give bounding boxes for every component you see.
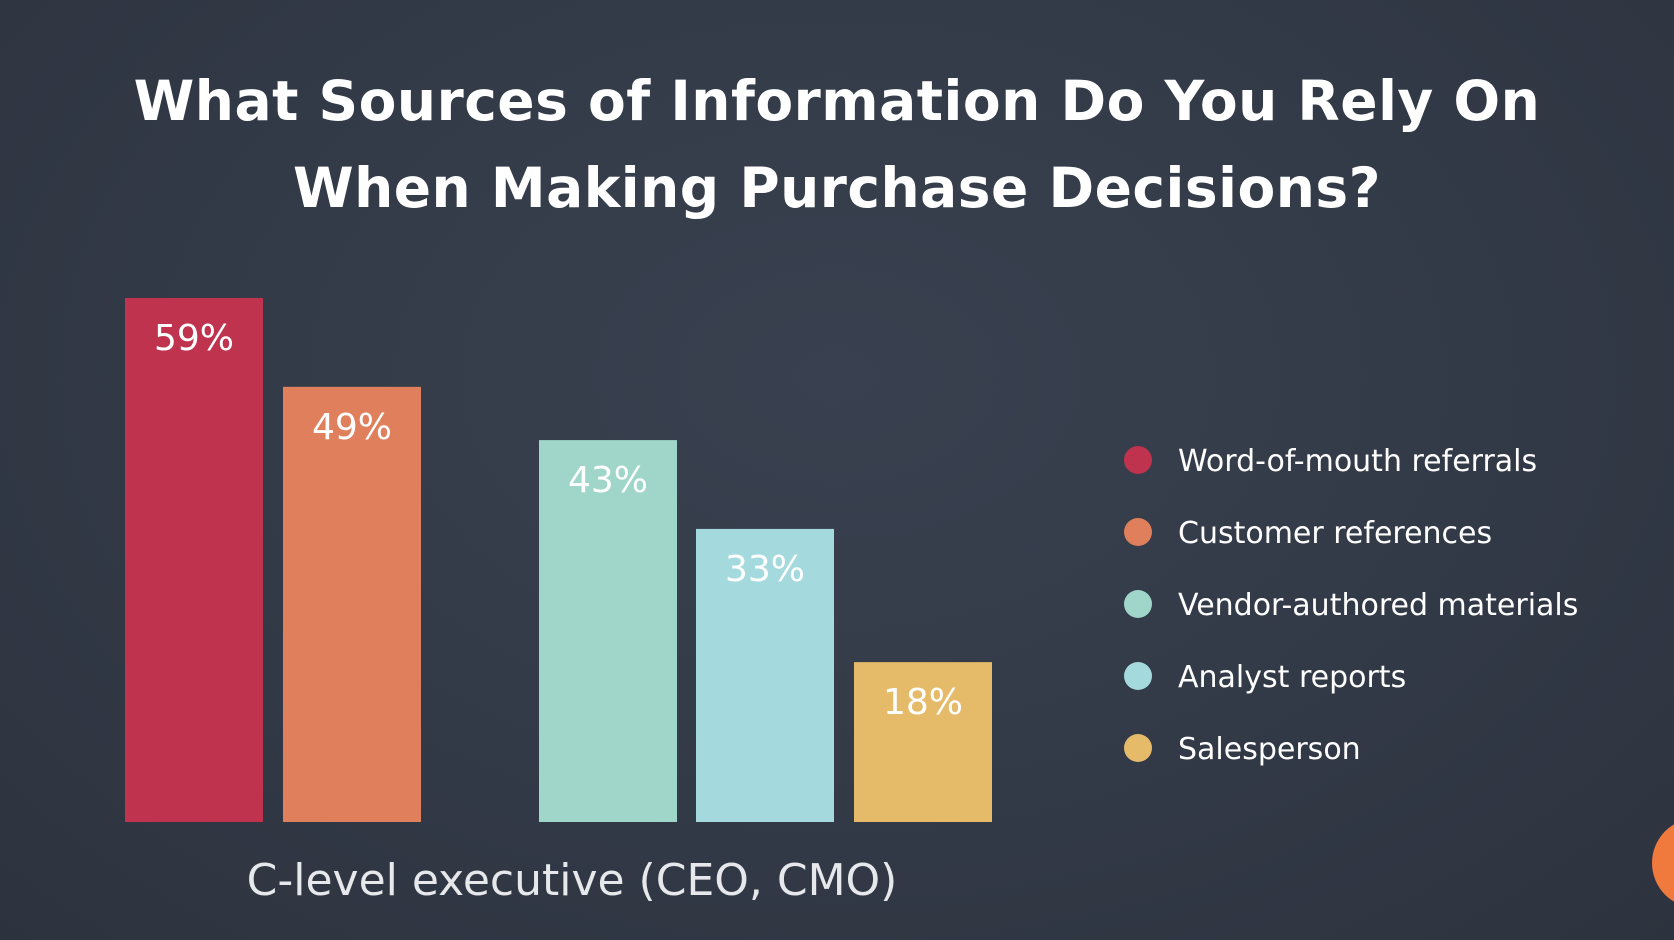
bar-vendor-authored-materials [539, 440, 677, 822]
chart-title-line-2: When Making Purchase Decisions? [292, 156, 1382, 220]
bar-word-of-mouth-referrals [125, 298, 263, 822]
chart-title: What Sources of Information Do You Rely … [0, 58, 1674, 232]
legend-swatch [1124, 590, 1152, 618]
bar-salesperson [854, 662, 992, 822]
category-label: C-level executive (CEO, CMO) [247, 855, 898, 906]
corner-indicator-dot [1652, 818, 1674, 908]
bar-value-label: 49% [312, 407, 392, 448]
chart-title-line-1: What Sources of Information Do You Rely … [133, 69, 1541, 133]
legend-label: Customer references [1178, 516, 1492, 551]
legend-swatch [1124, 734, 1152, 762]
bar-value-label: 43% [568, 460, 648, 501]
legend-swatch [1124, 446, 1152, 474]
bars-group: 59% 49% 43% 33% 18% [125, 298, 992, 822]
legend-label: Word-of-mouth referrals [1178, 444, 1537, 479]
bar-customer-references [283, 386, 421, 822]
bar-analyst-reports [696, 528, 834, 822]
bar-value-label: 59% [154, 318, 234, 359]
legend-label: Salesperson [1178, 732, 1361, 767]
legend-label: Vendor-authored materials [1178, 588, 1578, 623]
legend: Word-of-mouth referrals Customer referenc… [1124, 444, 1578, 767]
legend-swatch [1124, 518, 1152, 546]
legend-swatch [1124, 662, 1152, 690]
legend-label: Analyst reports [1178, 660, 1406, 695]
bar-value-label: 33% [725, 549, 805, 590]
bar-value-label: 18% [883, 682, 963, 723]
